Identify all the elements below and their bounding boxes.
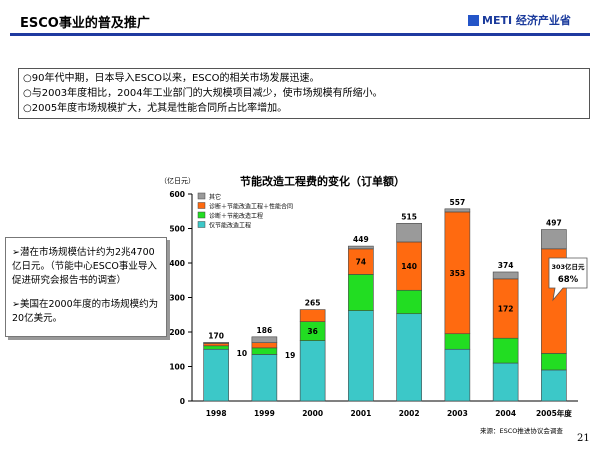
summary-line-2: ○与2003年度相比，2004年工业部门的大规模项目减少，使市场规模有所缩小。	[23, 88, 383, 99]
bar-total-label: 449	[353, 235, 369, 244]
header-divider	[10, 33, 590, 36]
y-tick-label: 300	[169, 294, 185, 303]
bar-segment	[396, 241, 422, 291]
legend-label: 其它	[209, 193, 221, 201]
sidebar-note-us-market: ➢美国在2000年度的市场规模约为20亿美元。	[12, 299, 159, 324]
summary-box: ○90年代中期，日本导入ESCO以来，ESCO的相关市场发展迅速。 ○与2003…	[18, 68, 590, 119]
sidebar-note-potential-market: ➢潜在市场规模估计约为2兆4700亿日元。（节能中心ESCO事业导入促进研究会报…	[12, 247, 157, 286]
legend-swatch	[197, 192, 206, 200]
callout-bubble	[548, 257, 588, 302]
meti-logo-text: METI 经济产业省	[482, 14, 571, 27]
bar-segment	[299, 340, 326, 402]
bar-segment	[203, 343, 229, 347]
bar-segment	[251, 354, 278, 402]
chart-title: 节能改造工程费的变化（订单额）	[240, 175, 405, 188]
bar-segment	[348, 245, 374, 250]
bar-total-label: 497	[546, 219, 562, 228]
legend-swatch	[197, 211, 206, 219]
x-tick-label: 2004	[495, 409, 516, 418]
bar-segment	[492, 362, 519, 402]
bar-total-label: 265	[305, 299, 321, 308]
bar-segment-value-label: 10	[237, 349, 247, 358]
bar-segment	[251, 336, 278, 343]
bar-segment-value-label: 19	[285, 351, 295, 360]
x-tick-label: 2000	[302, 409, 323, 418]
bar-segment	[492, 271, 519, 280]
bar-segment	[299, 309, 326, 322]
bar-segment	[203, 345, 229, 350]
bar-segment	[444, 333, 471, 350]
bar-segment	[444, 208, 471, 213]
bar-segment	[396, 289, 422, 315]
y-tick-label: 0	[180, 397, 185, 406]
summary-line-1: ○90年代中期，日本导入ESCO以来，ESCO的相关市场发展迅速。	[23, 73, 320, 84]
bar-total-label: 557	[450, 198, 466, 207]
y-tick-label: 600	[169, 190, 185, 199]
bar-segment-value-label: 353	[450, 269, 466, 278]
bar-segment	[251, 347, 278, 355]
bar-segment-value-label: 36	[307, 327, 317, 336]
bar-segment-value-label: 140	[401, 262, 417, 271]
x-tick-label: 2003	[447, 409, 468, 418]
bar-segment	[541, 369, 567, 402]
meti-logo-icon	[468, 15, 479, 26]
x-tick-label: 1999	[254, 409, 275, 418]
bar-segment	[348, 310, 374, 402]
bar-segment	[203, 342, 229, 344]
legend-label: 仅节能改造工程	[209, 222, 251, 230]
bar-total-label: 374	[498, 261, 514, 270]
bar-segment	[492, 337, 519, 364]
meti-logo: METI 经济产业省	[468, 12, 571, 28]
bar-segment	[444, 348, 471, 402]
y-tick-label: 500	[169, 225, 185, 234]
page-title: ESCO事业的普及推广	[20, 16, 150, 31]
legend-label: 诊断＋节能改造工程＋性能合同	[209, 203, 293, 211]
legend-swatch	[197, 202, 206, 209]
page-number: 21	[577, 433, 590, 444]
bar-segment	[541, 353, 567, 371]
bar-segment	[396, 313, 422, 402]
bar-segment	[251, 342, 278, 349]
bar-segment	[396, 223, 422, 243]
summary-line-3: ○2005年度市场规模扩大，尤其是性能合同所占比率增加。	[23, 103, 288, 114]
sidebar-note-box: ➢潜在市场规模估计约为2兆4700亿日元。（节能中心ESCO事业导入促进研究会报…	[5, 237, 167, 337]
bar-segment-value-label: 172	[498, 305, 514, 314]
y-axis-unit-label: （亿日元）	[160, 177, 195, 185]
bar-segment	[203, 348, 229, 402]
x-tick-label: 2005年度	[536, 408, 572, 418]
legend-label: 诊断＋节能改造工程	[209, 212, 263, 220]
y-tick-label: 100	[169, 363, 185, 372]
source-note: 来源：ESCO推进协议会调查	[480, 427, 563, 435]
x-tick-label: 1998	[206, 409, 227, 418]
bar-total-label: 186	[257, 326, 273, 335]
bar-total-label: 170	[208, 331, 224, 340]
bar-segment	[541, 229, 567, 250]
x-tick-label: 2001	[350, 409, 371, 418]
y-tick-label: 200	[169, 328, 185, 337]
y-tick-label: 400	[169, 259, 185, 268]
bar-total-label: 515	[401, 212, 417, 221]
bar-segment-value-label: 74	[356, 258, 366, 267]
callout-amount-label: 303亿日元	[551, 262, 585, 271]
bar-segment	[492, 278, 519, 339]
bar-segment	[348, 274, 374, 311]
callout-percent-label: 68%	[558, 275, 579, 285]
x-tick-label: 2002	[399, 409, 420, 418]
legend-swatch	[197, 221, 206, 228]
